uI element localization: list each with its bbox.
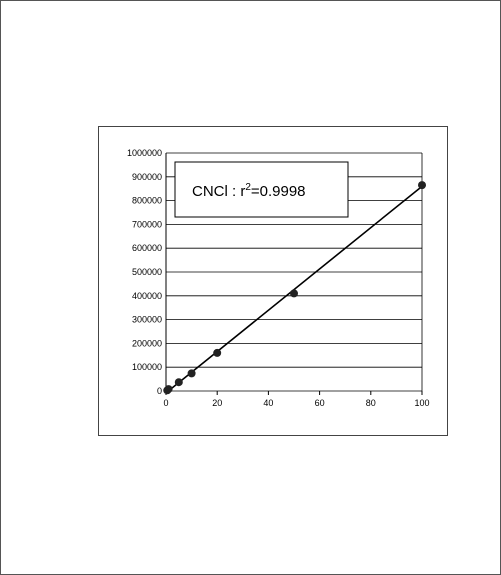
y-tick-label: 100000 xyxy=(132,362,162,372)
data-points xyxy=(163,181,426,395)
data-point xyxy=(418,181,426,190)
y-tick-label: 300000 xyxy=(132,315,162,325)
y-tick-label: 800000 xyxy=(132,196,162,206)
y-tick-label: 900000 xyxy=(132,172,162,182)
data-point xyxy=(164,385,173,394)
y-tick-label: 600000 xyxy=(132,243,162,253)
x-tick-label: 0 xyxy=(163,398,168,408)
gridlines xyxy=(165,152,423,392)
y-tick-label: 500000 xyxy=(132,267,162,277)
y-tick-label: 0 xyxy=(157,386,162,396)
y-tick-label: 700000 xyxy=(132,219,162,229)
x-tick-label: 60 xyxy=(315,398,325,408)
data-point xyxy=(187,369,196,378)
y-tick-label: 400000 xyxy=(132,291,162,301)
y-axis-tick-labels: 0 100000 200000 300000 400000 500000 600000 700… xyxy=(127,148,162,396)
x-axis-tick-labels: 0 20 40 60 80 100 xyxy=(163,398,429,408)
x-tick-label: 20 xyxy=(212,398,222,408)
r-squared-annotation: CNCl : r2=0.9998 xyxy=(174,161,349,218)
x-tick-label: 80 xyxy=(366,398,376,408)
x-tick-label: 40 xyxy=(263,398,273,408)
annotation-box xyxy=(174,161,349,218)
annotation-text: CNCl : r2=0.9998 xyxy=(192,182,306,200)
data-point xyxy=(213,348,222,357)
data-point xyxy=(174,378,183,387)
data-point xyxy=(290,289,298,298)
y-tick-label: 200000 xyxy=(132,338,162,348)
x-tick-label: 100 xyxy=(414,398,429,408)
x-axis-ticks xyxy=(165,391,423,395)
y-tick-label: 1000000 xyxy=(127,148,162,158)
